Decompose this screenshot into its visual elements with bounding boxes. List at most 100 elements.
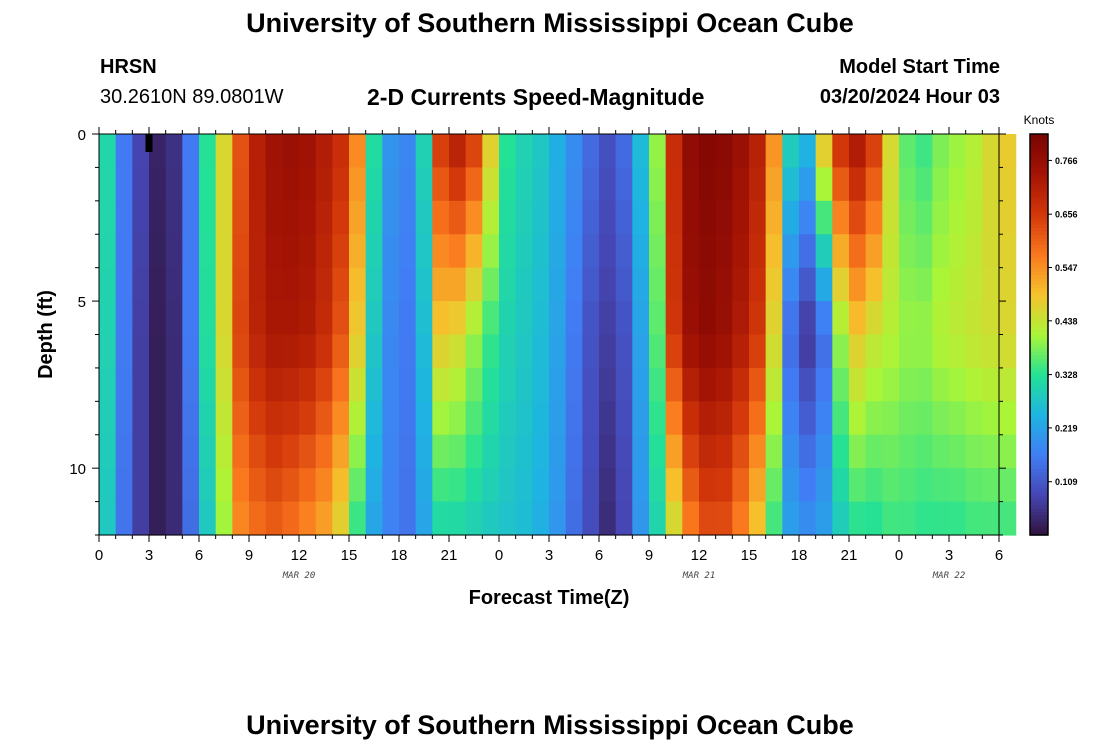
heatmap-cell [799, 401, 817, 436]
heatmap-cell [465, 501, 483, 536]
heatmap-cell [115, 434, 133, 469]
heatmap-cell [249, 167, 267, 202]
heatmap-cell [915, 501, 933, 536]
heatmap-cell [715, 200, 733, 235]
colorbar-segment [1030, 244, 1048, 249]
heatmap-cell [282, 301, 300, 336]
heatmap-cell [299, 267, 317, 302]
heatmap-cell [865, 301, 883, 336]
heatmap-cell [265, 334, 283, 369]
heatmap-cell [615, 200, 633, 235]
heatmap-cell [149, 468, 167, 503]
heatmap-cell [899, 301, 917, 336]
station-coordinates: 30.2610N 89.0801W [100, 86, 284, 108]
heatmap-cell [449, 501, 467, 536]
heatmap-cell [582, 134, 600, 169]
heatmap-cell [965, 401, 983, 436]
heatmap-cell [199, 301, 217, 336]
x-tick-label: 6 [995, 547, 1003, 564]
heatmap-cell [382, 367, 400, 402]
heatmap-cell [365, 134, 383, 169]
heatmap-cell [465, 134, 483, 169]
heatmap-cell [565, 234, 583, 269]
heatmap-cell [515, 301, 533, 336]
heatmap-cell [815, 434, 833, 469]
heatmap-cell [749, 234, 767, 269]
x-tick-label: 3 [145, 547, 153, 564]
heatmap-cell [632, 301, 650, 336]
heatmap-cell [415, 367, 433, 402]
heatmap-cell [232, 301, 250, 336]
heatmap-cell [215, 367, 233, 402]
heatmap-cell [615, 234, 633, 269]
heatmap-cell [532, 434, 550, 469]
heatmap-cell [682, 234, 700, 269]
heatmap-cell [149, 434, 167, 469]
heatmap-cell [249, 301, 267, 336]
heatmap-cell [115, 334, 133, 369]
heatmap-cell [799, 367, 817, 402]
heatmap-cell [599, 468, 617, 503]
heatmap-cell [99, 334, 117, 369]
heatmap-cell [865, 434, 883, 469]
colorbar-segment [1030, 154, 1048, 158]
heatmap-cell [999, 501, 1017, 536]
heatmap-cell [499, 367, 517, 402]
heatmap-cell [665, 134, 683, 169]
heatmap-cell [932, 334, 950, 369]
heatmap-cell [899, 468, 917, 503]
heatmap-cell [649, 234, 667, 269]
heatmap-cell [999, 167, 1017, 202]
heatmap-cell [932, 401, 950, 436]
heatmap-cell [715, 134, 733, 169]
heatmap-cell [182, 367, 200, 402]
heatmap-cell [815, 367, 833, 402]
heatmap-cell [249, 401, 267, 436]
colorbar-segment [1030, 461, 1048, 466]
heatmap-cell [549, 401, 567, 436]
heatmap-cell [215, 167, 233, 202]
colorbar-segment [1030, 337, 1048, 342]
heatmap-cell [249, 367, 267, 402]
heatmap-cell [915, 267, 933, 302]
heatmap-cell [632, 234, 650, 269]
heatmap-cell [615, 267, 633, 302]
heatmap-cell [265, 401, 283, 436]
heatmap-cell [399, 234, 417, 269]
heatmap-cell [332, 468, 350, 503]
heatmap-cell [365, 367, 383, 402]
heatmap-cell [599, 334, 617, 369]
heatmap-cell [982, 434, 1000, 469]
heatmap-cell [165, 501, 183, 536]
heatmap-cell [132, 167, 150, 202]
heatmap-cell [515, 334, 533, 369]
heatmap-cell [949, 234, 967, 269]
heatmap-cell [549, 134, 567, 169]
heatmap-cell [949, 367, 967, 402]
heatmap-cell [865, 234, 883, 269]
heatmap-cell [99, 367, 117, 402]
heatmap-cell [199, 468, 217, 503]
colorbar-segment [1030, 428, 1048, 433]
heatmap-cell [749, 200, 767, 235]
heatmap-cell [382, 434, 400, 469]
heatmap-cell [415, 301, 433, 336]
heatmap-cell [632, 167, 650, 202]
colorbar-segment [1030, 514, 1048, 519]
colorbar-segment [1030, 324, 1048, 329]
heatmap-cell [282, 468, 300, 503]
colorbar-segment [1030, 341, 1048, 346]
heatmap-cell [599, 501, 617, 536]
heatmap-cell [449, 200, 467, 235]
heatmap-cell [899, 401, 917, 436]
colorbar-segment [1030, 524, 1048, 529]
heatmap-cell [749, 134, 767, 169]
heatmap-cell [632, 200, 650, 235]
heatmap-cell [899, 267, 917, 302]
heatmap-cell [382, 401, 400, 436]
heatmap-cell [399, 468, 417, 503]
heatmap-cell [382, 301, 400, 336]
heatmap-cell [565, 167, 583, 202]
heatmap-cell [682, 367, 700, 402]
heatmap-cell [482, 267, 500, 302]
